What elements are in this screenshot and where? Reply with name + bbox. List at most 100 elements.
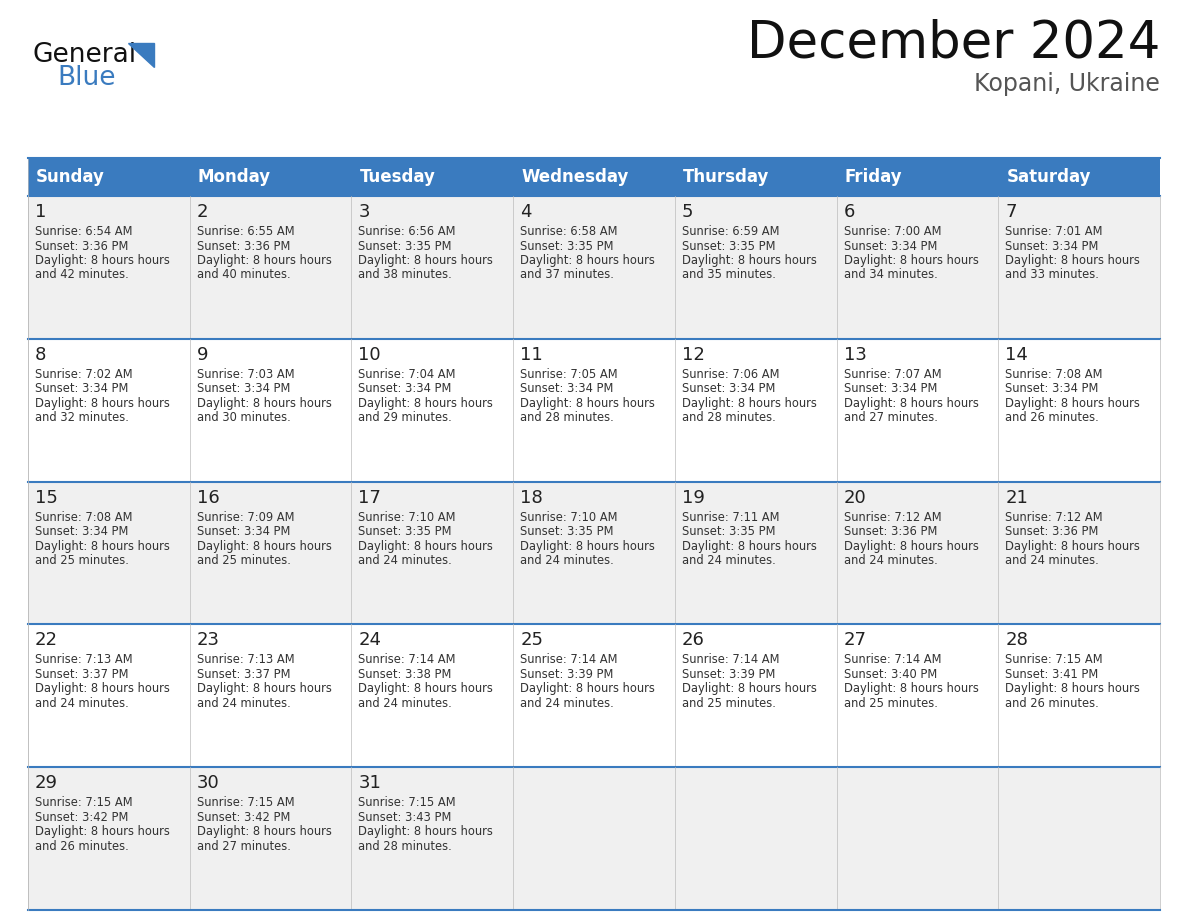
Text: and 33 minutes.: and 33 minutes. xyxy=(1005,268,1099,282)
Text: Sunrise: 7:14 AM: Sunrise: 7:14 AM xyxy=(520,654,618,666)
Polygon shape xyxy=(128,43,154,67)
Text: 11: 11 xyxy=(520,346,543,364)
Text: Sunset: 3:40 PM: Sunset: 3:40 PM xyxy=(843,668,937,681)
Text: Sunset: 3:35 PM: Sunset: 3:35 PM xyxy=(359,240,451,252)
Text: Sunset: 3:34 PM: Sunset: 3:34 PM xyxy=(34,525,128,538)
Text: Sunset: 3:43 PM: Sunset: 3:43 PM xyxy=(359,811,451,823)
Text: Sunset: 3:34 PM: Sunset: 3:34 PM xyxy=(520,382,613,396)
Text: and 30 minutes.: and 30 minutes. xyxy=(197,411,290,424)
Text: Blue: Blue xyxy=(57,65,115,91)
Text: and 24 minutes.: and 24 minutes. xyxy=(34,697,128,710)
Text: Sunset: 3:38 PM: Sunset: 3:38 PM xyxy=(359,668,451,681)
Text: Sunset: 3:36 PM: Sunset: 3:36 PM xyxy=(843,525,937,538)
Text: Kopani, Ukraine: Kopani, Ukraine xyxy=(974,72,1159,96)
Text: Daylight: 8 hours hours: Daylight: 8 hours hours xyxy=(682,397,816,409)
Text: December 2024: December 2024 xyxy=(746,18,1159,68)
Text: Sunset: 3:34 PM: Sunset: 3:34 PM xyxy=(843,382,937,396)
Text: Sunset: 3:36 PM: Sunset: 3:36 PM xyxy=(197,240,290,252)
Text: Sunset: 3:36 PM: Sunset: 3:36 PM xyxy=(1005,525,1099,538)
Text: and 24 minutes.: and 24 minutes. xyxy=(682,554,776,567)
Text: Sunset: 3:37 PM: Sunset: 3:37 PM xyxy=(197,668,290,681)
Bar xyxy=(29,624,1159,767)
Text: and 28 minutes.: and 28 minutes. xyxy=(520,411,614,424)
Text: Sunset: 3:42 PM: Sunset: 3:42 PM xyxy=(197,811,290,823)
Text: Daylight: 8 hours hours: Daylight: 8 hours hours xyxy=(1005,397,1140,409)
Text: Sunrise: 7:12 AM: Sunrise: 7:12 AM xyxy=(843,510,941,523)
Text: Sunrise: 7:07 AM: Sunrise: 7:07 AM xyxy=(843,368,941,381)
Text: Daylight: 8 hours hours: Daylight: 8 hours hours xyxy=(359,825,493,838)
Text: Daylight: 8 hours hours: Daylight: 8 hours hours xyxy=(359,254,493,267)
Text: Sunrise: 6:55 AM: Sunrise: 6:55 AM xyxy=(197,225,295,238)
Text: Sunset: 3:37 PM: Sunset: 3:37 PM xyxy=(34,668,128,681)
Text: Daylight: 8 hours hours: Daylight: 8 hours hours xyxy=(34,254,170,267)
Text: and 24 minutes.: and 24 minutes. xyxy=(520,554,614,567)
Text: Sunset: 3:34 PM: Sunset: 3:34 PM xyxy=(1005,240,1099,252)
Text: Daylight: 8 hours hours: Daylight: 8 hours hours xyxy=(682,682,816,696)
Text: 28: 28 xyxy=(1005,632,1028,649)
Text: Daylight: 8 hours hours: Daylight: 8 hours hours xyxy=(1005,254,1140,267)
Text: Sunrise: 6:54 AM: Sunrise: 6:54 AM xyxy=(34,225,133,238)
Text: Daylight: 8 hours hours: Daylight: 8 hours hours xyxy=(682,540,816,553)
Text: and 35 minutes.: and 35 minutes. xyxy=(682,268,776,282)
Text: Sunrise: 7:14 AM: Sunrise: 7:14 AM xyxy=(843,654,941,666)
Text: 12: 12 xyxy=(682,346,704,364)
Text: 22: 22 xyxy=(34,632,58,649)
Text: Sunrise: 7:08 AM: Sunrise: 7:08 AM xyxy=(34,510,133,523)
Text: Friday: Friday xyxy=(845,168,902,186)
Text: and 27 minutes.: and 27 minutes. xyxy=(843,411,937,424)
Text: Sunset: 3:34 PM: Sunset: 3:34 PM xyxy=(843,240,937,252)
Text: 26: 26 xyxy=(682,632,704,649)
Text: Daylight: 8 hours hours: Daylight: 8 hours hours xyxy=(34,825,170,838)
Text: 8: 8 xyxy=(34,346,46,364)
Text: 3: 3 xyxy=(359,203,369,221)
Text: 13: 13 xyxy=(843,346,866,364)
Bar xyxy=(29,339,1159,482)
Text: and 24 minutes.: and 24 minutes. xyxy=(520,697,614,710)
Text: Sunrise: 7:13 AM: Sunrise: 7:13 AM xyxy=(34,654,133,666)
Text: Sunset: 3:39 PM: Sunset: 3:39 PM xyxy=(520,668,613,681)
Text: Sunset: 3:39 PM: Sunset: 3:39 PM xyxy=(682,668,776,681)
Text: and 42 minutes.: and 42 minutes. xyxy=(34,268,128,282)
Text: 4: 4 xyxy=(520,203,532,221)
Text: Sunrise: 7:11 AM: Sunrise: 7:11 AM xyxy=(682,510,779,523)
Text: and 28 minutes.: and 28 minutes. xyxy=(359,840,453,853)
Text: 17: 17 xyxy=(359,488,381,507)
Text: and 24 minutes.: and 24 minutes. xyxy=(197,697,290,710)
Text: 20: 20 xyxy=(843,488,866,507)
Text: Sunrise: 7:15 AM: Sunrise: 7:15 AM xyxy=(359,796,456,809)
Text: and 27 minutes.: and 27 minutes. xyxy=(197,840,291,853)
Bar xyxy=(29,767,1159,910)
Text: Daylight: 8 hours hours: Daylight: 8 hours hours xyxy=(197,397,331,409)
Text: Daylight: 8 hours hours: Daylight: 8 hours hours xyxy=(520,254,655,267)
Text: 2: 2 xyxy=(197,203,208,221)
Text: Sunset: 3:34 PM: Sunset: 3:34 PM xyxy=(1005,382,1099,396)
Text: 9: 9 xyxy=(197,346,208,364)
Text: 25: 25 xyxy=(520,632,543,649)
Text: Daylight: 8 hours hours: Daylight: 8 hours hours xyxy=(197,540,331,553)
Text: 1: 1 xyxy=(34,203,46,221)
Text: Sunrise: 6:58 AM: Sunrise: 6:58 AM xyxy=(520,225,618,238)
Text: Sunset: 3:34 PM: Sunset: 3:34 PM xyxy=(359,382,451,396)
Text: Sunrise: 7:05 AM: Sunrise: 7:05 AM xyxy=(520,368,618,381)
Text: Daylight: 8 hours hours: Daylight: 8 hours hours xyxy=(682,254,816,267)
Text: and 26 minutes.: and 26 minutes. xyxy=(1005,411,1099,424)
Text: Sunset: 3:34 PM: Sunset: 3:34 PM xyxy=(197,525,290,538)
Text: Sunrise: 7:10 AM: Sunrise: 7:10 AM xyxy=(520,510,618,523)
Text: and 25 minutes.: and 25 minutes. xyxy=(843,697,937,710)
Text: Daylight: 8 hours hours: Daylight: 8 hours hours xyxy=(34,540,170,553)
Text: and 24 minutes.: and 24 minutes. xyxy=(359,554,453,567)
Text: Sunset: 3:35 PM: Sunset: 3:35 PM xyxy=(520,525,614,538)
Text: Thursday: Thursday xyxy=(683,168,770,186)
Text: and 28 minutes.: and 28 minutes. xyxy=(682,411,776,424)
Text: General: General xyxy=(33,42,137,68)
Text: Sunrise: 6:59 AM: Sunrise: 6:59 AM xyxy=(682,225,779,238)
Text: Sunrise: 7:14 AM: Sunrise: 7:14 AM xyxy=(359,654,456,666)
Text: Sunrise: 7:00 AM: Sunrise: 7:00 AM xyxy=(843,225,941,238)
Text: Sunset: 3:34 PM: Sunset: 3:34 PM xyxy=(197,382,290,396)
Text: 10: 10 xyxy=(359,346,381,364)
Text: Daylight: 8 hours hours: Daylight: 8 hours hours xyxy=(1005,540,1140,553)
Text: Daylight: 8 hours hours: Daylight: 8 hours hours xyxy=(1005,682,1140,696)
Text: Sunrise: 7:09 AM: Sunrise: 7:09 AM xyxy=(197,510,295,523)
Text: and 40 minutes.: and 40 minutes. xyxy=(197,268,290,282)
Text: 16: 16 xyxy=(197,488,220,507)
